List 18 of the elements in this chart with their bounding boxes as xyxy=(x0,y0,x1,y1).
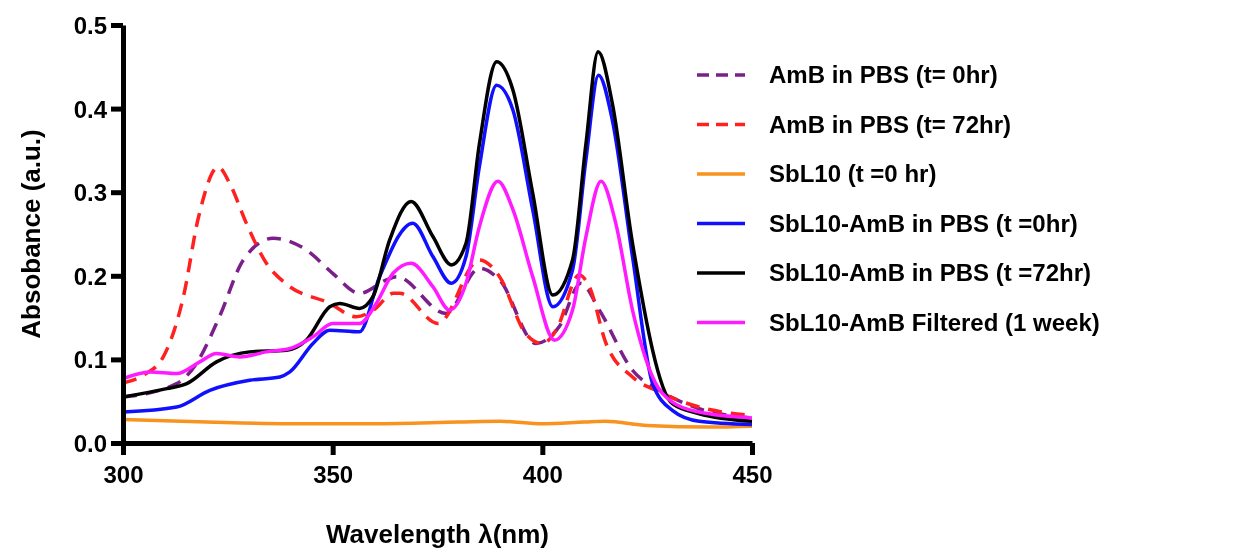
x-tick-label: 300 xyxy=(103,461,144,489)
legend-label: SbL10 (t =0 hr) xyxy=(769,160,937,188)
legend-label: SbL10-AmB in PBS (t =72hr) xyxy=(769,259,1092,287)
y-axis-title: Absobance (a.u.) xyxy=(16,129,46,339)
x-tick-label: 450 xyxy=(732,461,773,489)
legend-label: AmB in PBS (t= 72hr) xyxy=(769,110,1012,138)
y-tick-label: 0.0 xyxy=(73,429,107,457)
legend-label: AmB in PBS (t= 0hr) xyxy=(769,61,998,89)
x-tick-label: 350 xyxy=(313,461,354,489)
y-tick-label: 0.3 xyxy=(73,179,107,207)
y-tick-label: 0.4 xyxy=(73,95,108,123)
x-tick-label: 400 xyxy=(522,461,563,489)
y-tick-label: 0.2 xyxy=(73,262,107,290)
y-tick-label: 0.5 xyxy=(73,11,107,39)
x-axis-title: Wavelength λ(nm) xyxy=(326,519,549,549)
y-tick-label: 0.1 xyxy=(73,346,107,374)
legend-label: SbL10-AmB in PBS (t =0hr) xyxy=(769,209,1078,237)
legend-label: SbL10-AmB Filtered (1 week) xyxy=(769,308,1100,336)
